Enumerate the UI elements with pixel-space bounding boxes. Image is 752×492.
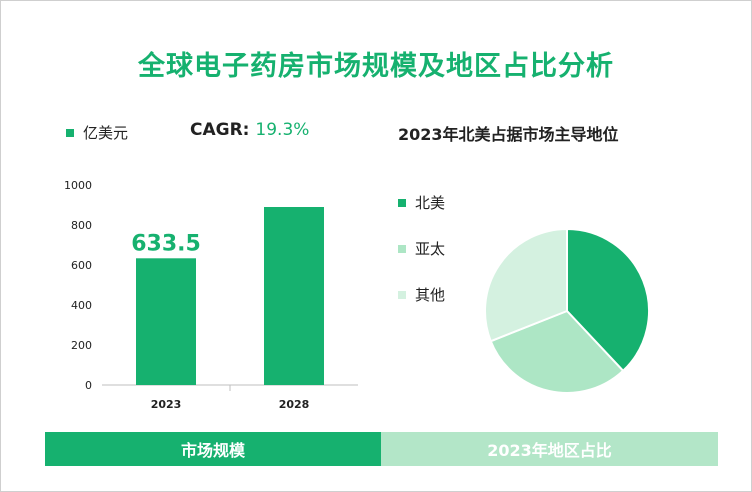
y-tick-label: 200 <box>71 339 92 352</box>
legend-swatch <box>66 128 74 137</box>
pie-legend-label-other: 其他 <box>415 286 446 304</box>
pie-legend-item-na: 北美 <box>398 192 445 213</box>
pie-legend-item-other: 其他 <box>398 284 445 305</box>
pie-slice-北美 <box>566 227 650 373</box>
bar-legend-label: 亿美元 <box>83 124 129 142</box>
legend-swatch-apac <box>398 244 406 253</box>
y-tick-label: 1000 <box>64 179 92 192</box>
x-tick-label: 2023 <box>151 398 182 411</box>
footer-market-size: 市场规模 <box>45 432 381 466</box>
y-tick-label: 600 <box>71 259 92 272</box>
bar-legend: 亿美元 <box>66 122 128 143</box>
cagr-text: CAGR: 19.3% <box>190 120 309 140</box>
pie-slice-亚太 <box>489 309 625 394</box>
data-label-2023: 633.5 <box>131 231 201 256</box>
bar-2028 <box>264 207 324 385</box>
pie-legend-label-apac: 亚太 <box>415 240 446 258</box>
legend-swatch-other <box>398 290 406 299</box>
footer-region-share: 2023年地区占比 <box>381 432 718 466</box>
x-tick-label: 2028 <box>279 398 310 411</box>
legend-swatch-na <box>398 198 406 207</box>
y-tick-label: 800 <box>71 219 92 232</box>
pie-slice-其他 <box>484 227 568 343</box>
page-title: 全球电子药房市场规模及地区占比分析 <box>138 51 614 82</box>
pie-title: 2023年北美占据市场主导地位 <box>398 125 619 144</box>
cagr-value: 19.3% <box>255 120 310 140</box>
bar-2023 <box>136 258 196 385</box>
pie-legend-label-na: 北美 <box>415 194 446 212</box>
y-tick-label: 400 <box>71 299 92 312</box>
y-tick-label: 0 <box>85 379 92 392</box>
pie-legend-item-apac: 亚太 <box>398 238 445 259</box>
cagr-label: CAGR: <box>190 120 250 140</box>
